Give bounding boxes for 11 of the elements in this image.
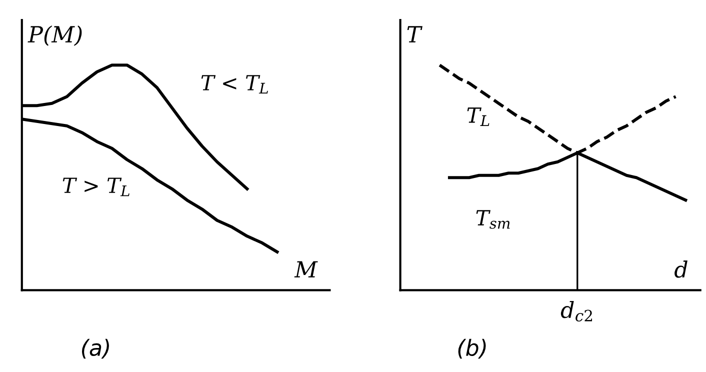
series-label: T$_{L}$ (467, 108, 490, 126)
text: (a) (82, 338, 109, 359)
y-axis-title: P(M) (28, 25, 82, 46)
x-axis-title: d (674, 260, 688, 278)
x-axis-title: M (294, 261, 318, 278)
text: d$_{c2}$ (560, 300, 592, 322)
text: (b) (458, 338, 486, 359)
series-label: T < T$_{L}$ (201, 75, 268, 94)
series-label: T > T$_{L}$ (62, 178, 130, 196)
y-axis-title: T (407, 26, 422, 42)
series-label: T$_{sm}$ (476, 210, 510, 229)
